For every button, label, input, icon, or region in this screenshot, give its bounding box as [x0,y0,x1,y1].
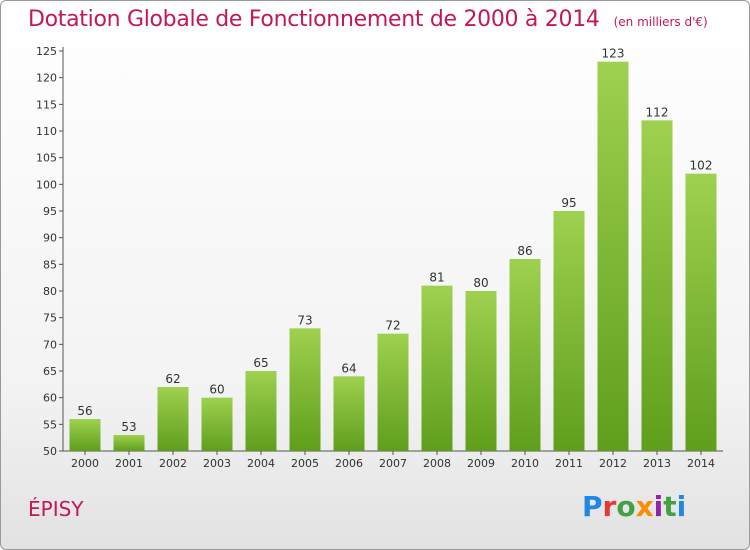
chart-subtitle: (en milliers d'€) [613,15,708,29]
logo-letter: o [616,490,636,523]
logo-letter: r [602,490,617,523]
x-tick-label: 2014 [687,457,715,470]
x-tick-label: 2005 [291,457,319,470]
bar-value-label: 123 [602,47,625,61]
bar [289,328,321,451]
x-tick-label: 2003 [203,457,231,470]
x-tick-label: 2002 [159,457,187,470]
bar-value-label: 53 [121,420,136,434]
bar-value-label: 73 [297,313,312,327]
bar-value-label: 81 [429,271,444,285]
bar-value-label: 64 [341,361,356,375]
y-tick-label: 75 [43,312,57,325]
y-tick-label: 120 [36,72,57,85]
bar-value-label: 80 [473,276,488,290]
x-tick-label: 2000 [71,457,99,470]
bar [465,291,497,451]
bar-value-label: 65 [253,356,268,370]
logo-letter: i [676,490,687,523]
bar-value-label: 86 [517,244,532,258]
x-tick-label: 2013 [643,457,671,470]
logo-letter: t [663,490,677,523]
y-tick-label: 70 [43,338,57,351]
y-tick-label: 115 [36,98,57,111]
chart-title-text: Dotation Globale de Fonctionnement de 20… [28,7,600,32]
x-tick-label: 2010 [511,457,539,470]
bar-value-label: 95 [561,196,576,210]
bar [641,120,673,451]
y-tick-label: 85 [43,258,57,271]
bar-value-label: 60 [209,383,224,397]
logo-letter: i [653,490,664,523]
bar [245,371,277,451]
y-tick-label: 80 [43,285,57,298]
bar [333,376,365,451]
x-tick-label: 2011 [555,457,583,470]
bar [201,397,233,451]
y-tick-label: 65 [43,365,57,378]
proxiti-logo: Proxiti [582,490,686,523]
x-tick-label: 2008 [423,457,451,470]
x-tick-label: 2001 [115,457,143,470]
bar [597,61,629,452]
y-tick-label: 100 [36,178,57,191]
logo-letter: x [635,490,654,523]
x-tick-label: 2004 [247,457,275,470]
x-tick-label: 2009 [467,457,495,470]
bar [685,173,717,451]
y-tick-label: 95 [43,205,57,218]
commune-name: ÉPISY [28,497,84,521]
y-tick-label: 125 [36,45,57,58]
bar-value-label: 102 [690,159,713,173]
bar-value-label: 62 [165,372,180,386]
y-tick-label: 55 [43,418,57,431]
x-tick-label: 2007 [379,457,407,470]
bar [553,211,585,451]
bar [421,285,453,451]
logo-letter: P [582,490,603,523]
y-tick-label: 60 [43,392,57,405]
y-tick-label: 90 [43,232,57,245]
bar [113,435,145,451]
bar [509,259,541,451]
bar-value-label: 56 [77,404,92,418]
y-tick-label: 50 [43,445,57,458]
chart-title: Dotation Globale de Fonctionnement de 20… [28,7,708,32]
x-tick-label: 2006 [335,457,363,470]
y-tick-label: 105 [36,152,57,165]
bar [377,333,409,451]
y-tick-label: 110 [36,125,57,138]
bar [69,419,101,451]
bar-value-label: 112 [646,105,669,119]
x-tick-label: 2012 [599,457,627,470]
bar-value-label: 72 [385,319,400,333]
bar [157,387,189,451]
